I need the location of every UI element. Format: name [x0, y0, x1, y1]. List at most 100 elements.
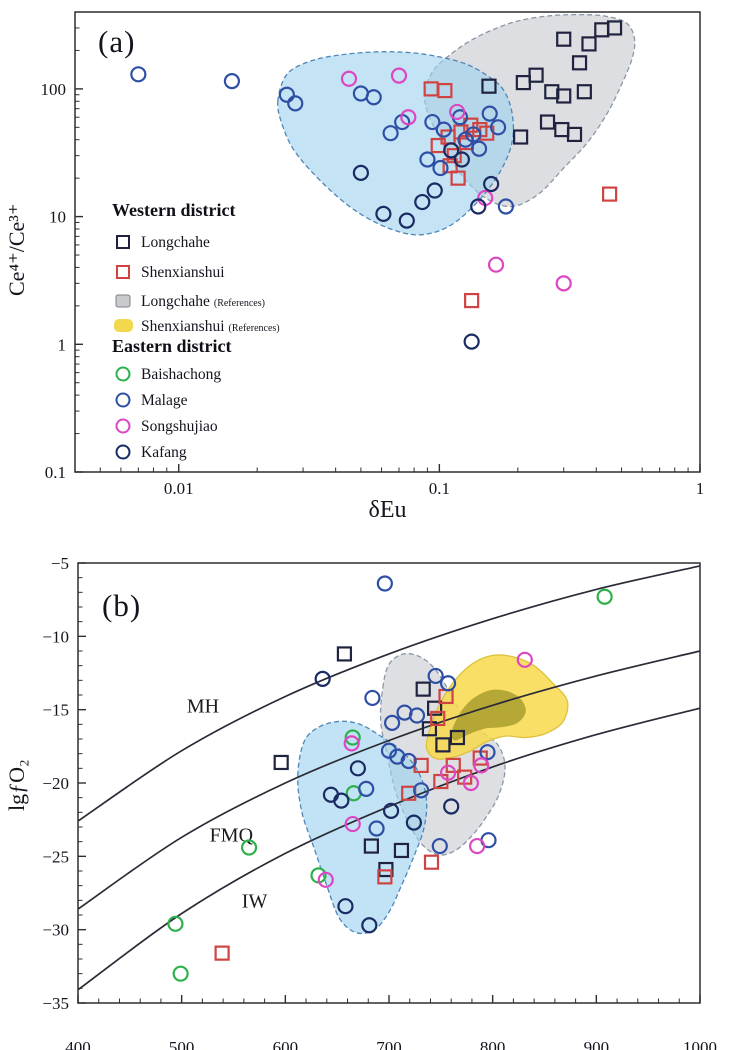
series-malage	[130, 66, 514, 215]
scatter-point	[314, 670, 331, 687]
scatter-point	[481, 105, 498, 122]
scatter-point	[539, 114, 556, 130]
y-tick-label: 1	[58, 335, 67, 354]
legend-label: Kafang	[141, 444, 187, 461]
scatter-point	[606, 20, 623, 36]
scatter-point	[571, 55, 588, 71]
legend-marker-longchahe-square-icon	[116, 235, 130, 249]
legend-label: Shenxianshui (References)	[141, 318, 280, 335]
scatter-point	[435, 737, 451, 753]
x-axis: 0.01 0.1 1	[99, 464, 705, 498]
scatter-point	[405, 814, 422, 831]
scatter-point	[437, 82, 453, 99]
field-shenxianshui-references-core	[451, 689, 526, 741]
scatter-point	[463, 333, 480, 350]
scatter-point	[368, 820, 385, 837]
y-axis: 0.1 1 10 100	[41, 27, 83, 482]
buffer-curve-label-IW: IW	[242, 891, 268, 913]
scatter-point	[408, 707, 426, 724]
scatter-point	[596, 588, 613, 605]
x-tick-label: 0.01	[164, 479, 194, 498]
x-tick-label: 700	[376, 1038, 402, 1050]
scatter-point	[130, 66, 147, 83]
scatter-point	[419, 151, 436, 168]
scatter-point	[487, 256, 505, 273]
x-tick-label: 900	[584, 1038, 610, 1050]
scatter-point	[400, 109, 417, 126]
fields	[297, 652, 569, 935]
legend-marker-shenxianshui-references-swatch-icon	[114, 319, 133, 332]
legend-marker-kafang-circle-icon	[115, 444, 131, 460]
scatter-point	[352, 164, 369, 181]
scatter-point	[336, 646, 353, 662]
scatter-point	[481, 78, 497, 94]
x-axis: 400 500 600 700 800 900 1000	[65, 995, 717, 1050]
x-tick-label: 600	[273, 1038, 299, 1050]
scatter-point	[340, 70, 358, 87]
series-kafang	[352, 142, 500, 350]
plot-frame	[74, 11, 701, 473]
scatter-point	[431, 837, 448, 855]
scatter-point	[423, 854, 440, 870]
scatter-point	[555, 275, 572, 292]
scatter-point	[442, 158, 458, 174]
scatter-point	[581, 36, 597, 52]
scatter-point	[483, 175, 500, 193]
y-tick-label: −20	[42, 774, 69, 793]
scatter-point	[566, 126, 583, 143]
scatter-point	[343, 735, 360, 752]
scatter-point	[443, 142, 460, 159]
scatter-point	[364, 689, 381, 707]
field-western-samples	[277, 51, 515, 236]
scatter-point	[363, 838, 379, 854]
y-tick-label: −5	[51, 554, 69, 573]
x-tick-label: 400	[65, 1038, 91, 1050]
scatter-point	[365, 89, 382, 106]
scatter-point	[465, 126, 482, 143]
scatter-point	[449, 103, 466, 121]
scatter-point	[424, 113, 441, 131]
field-eastern-samples	[297, 720, 428, 935]
scatter-point	[337, 898, 354, 915]
series-longchahe	[273, 646, 466, 878]
scatter-point	[435, 121, 452, 138]
scatter-point	[167, 915, 184, 932]
legend: Western district Longchahe Shenxianshui Lon…	[112, 200, 280, 461]
scatter-point	[415, 681, 431, 697]
scatter-point	[172, 965, 189, 982]
x-tick-label: 800	[480, 1038, 506, 1050]
fields	[277, 13, 636, 236]
scatter-point	[556, 88, 572, 104]
legend-marker-baishachong-circle-icon	[115, 366, 131, 382]
series-malage	[358, 575, 497, 855]
scatter-point	[287, 95, 304, 112]
buffer-curve-label-MH: MH	[187, 696, 219, 718]
scatter-point	[398, 212, 415, 229]
scatter-point	[439, 675, 457, 692]
scatter-point	[375, 205, 392, 222]
x-tick-label: 1	[696, 479, 705, 498]
scatter-point	[463, 117, 479, 133]
scatter-point	[278, 86, 295, 103]
x-tick-label: 1000	[683, 1038, 717, 1050]
scatter-point	[361, 917, 378, 934]
panel-a-label: (a)	[98, 24, 136, 59]
scatter-point	[344, 815, 361, 833]
legend-label: Baishachong	[141, 366, 221, 383]
scatter-point	[317, 871, 334, 888]
panel-a-y-axis-title: Ce⁴⁺/Ce³⁺	[4, 203, 29, 297]
scatter-point	[528, 67, 544, 83]
scatter-point	[602, 186, 618, 202]
legend-marker-malage-circle-icon	[115, 392, 131, 408]
buffer-curve-label-FMQ: FMQ	[210, 825, 254, 847]
scatter-point	[344, 729, 361, 746]
buffer-curve-FMQ	[77, 650, 701, 910]
scatter-point	[333, 792, 350, 809]
scatter-point	[479, 744, 496, 761]
y-tick-label: −30	[42, 921, 69, 940]
y-tick-label: −10	[42, 627, 69, 646]
scatter-point	[513, 129, 529, 145]
scatter-point	[400, 752, 417, 770]
panel-a-x-axis-title: δEu	[368, 497, 407, 523]
scatter-point	[414, 193, 431, 211]
